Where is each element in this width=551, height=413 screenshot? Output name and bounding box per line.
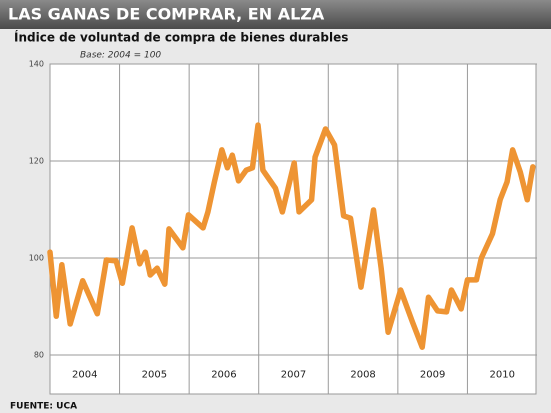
title-bar — [0, 0, 551, 29]
plot-area — [49, 63, 537, 395]
source: FUENTE: UCA — [10, 402, 77, 412]
data-line — [47, 122, 536, 350]
y-tick-label: 80 — [34, 351, 44, 360]
chart-title: LAS GANAS DE COMPRAR, EN ALZA — [8, 5, 325, 24]
y-tick-label: 140 — [29, 60, 44, 69]
x-tick-label: 2007 — [281, 370, 306, 381]
x-tick-label: 2010 — [489, 370, 514, 381]
subtitle: Índice de voluntad de compra de bienes d… — [14, 30, 348, 45]
y-tick-label: 100 — [29, 254, 44, 263]
note: Base: 2004 = 100 — [80, 51, 161, 61]
x-tick-label: 2004 — [72, 370, 97, 381]
y-tick-label: 120 — [29, 157, 44, 166]
x-tick-label: 2005 — [142, 370, 167, 381]
x-tick-label: 2008 — [350, 370, 375, 381]
x-tick-label: 2009 — [420, 370, 445, 381]
x-tick-label: 2006 — [211, 370, 236, 381]
